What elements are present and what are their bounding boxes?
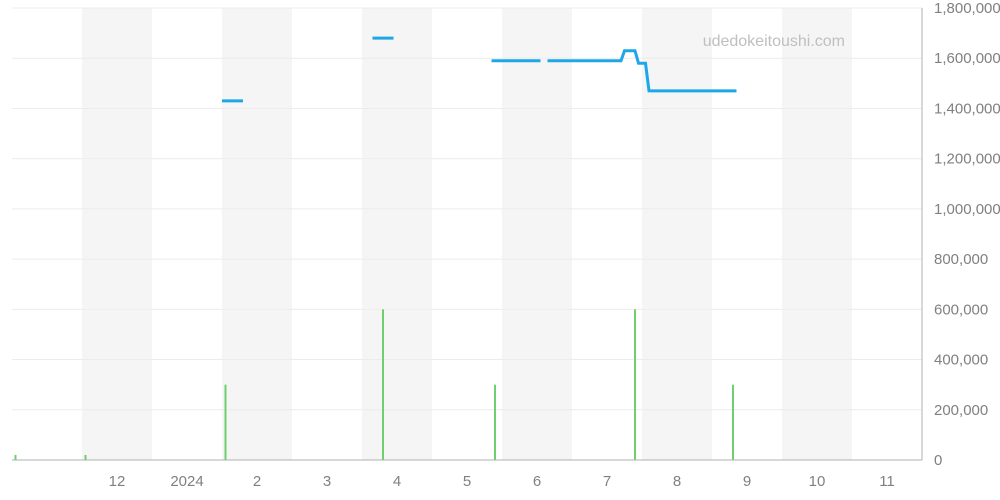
x-tick-label: 9 <box>743 473 751 490</box>
x-tick-label: 12 <box>109 473 126 490</box>
x-tick-label: 11 <box>879 473 895 490</box>
y-tick-label: 1,800,000 <box>934 0 1000 17</box>
y-tick-label: 1,600,000 <box>934 50 1000 67</box>
y-tick-label: 0 <box>934 452 942 469</box>
x-tick-label: 5 <box>463 473 471 490</box>
x-tick-label: 7 <box>603 473 611 490</box>
watermark: udedokeitoushi.com <box>703 33 845 50</box>
x-tick-label: 8 <box>673 473 681 490</box>
x-tick-label: 6 <box>533 473 541 490</box>
y-tick-label: 800,000 <box>934 251 988 268</box>
y-tick-label: 1,000,000 <box>934 201 1000 218</box>
x-tick-label: 3 <box>323 473 331 490</box>
y-tick-label: 1,400,000 <box>934 100 1000 117</box>
y-tick-label: 1,200,000 <box>934 151 1000 168</box>
price-chart: 0 200,000 400,000 600,000 800,000 1,000,000 1,… <box>0 0 1000 500</box>
y-tick-label: 200,000 <box>934 402 988 419</box>
x-tick-label: 2 <box>253 473 261 490</box>
y-tick-label: 600,000 <box>934 301 988 318</box>
y-tick-label: 400,000 <box>934 352 988 369</box>
chart-canvas: 0 200,000 400,000 600,000 800,000 1,000,000 1,… <box>0 0 1000 500</box>
x-tick-label: 4 <box>393 473 401 490</box>
x-tick-label: 2024 <box>170 473 203 490</box>
x-tick-label: 10 <box>809 473 826 490</box>
